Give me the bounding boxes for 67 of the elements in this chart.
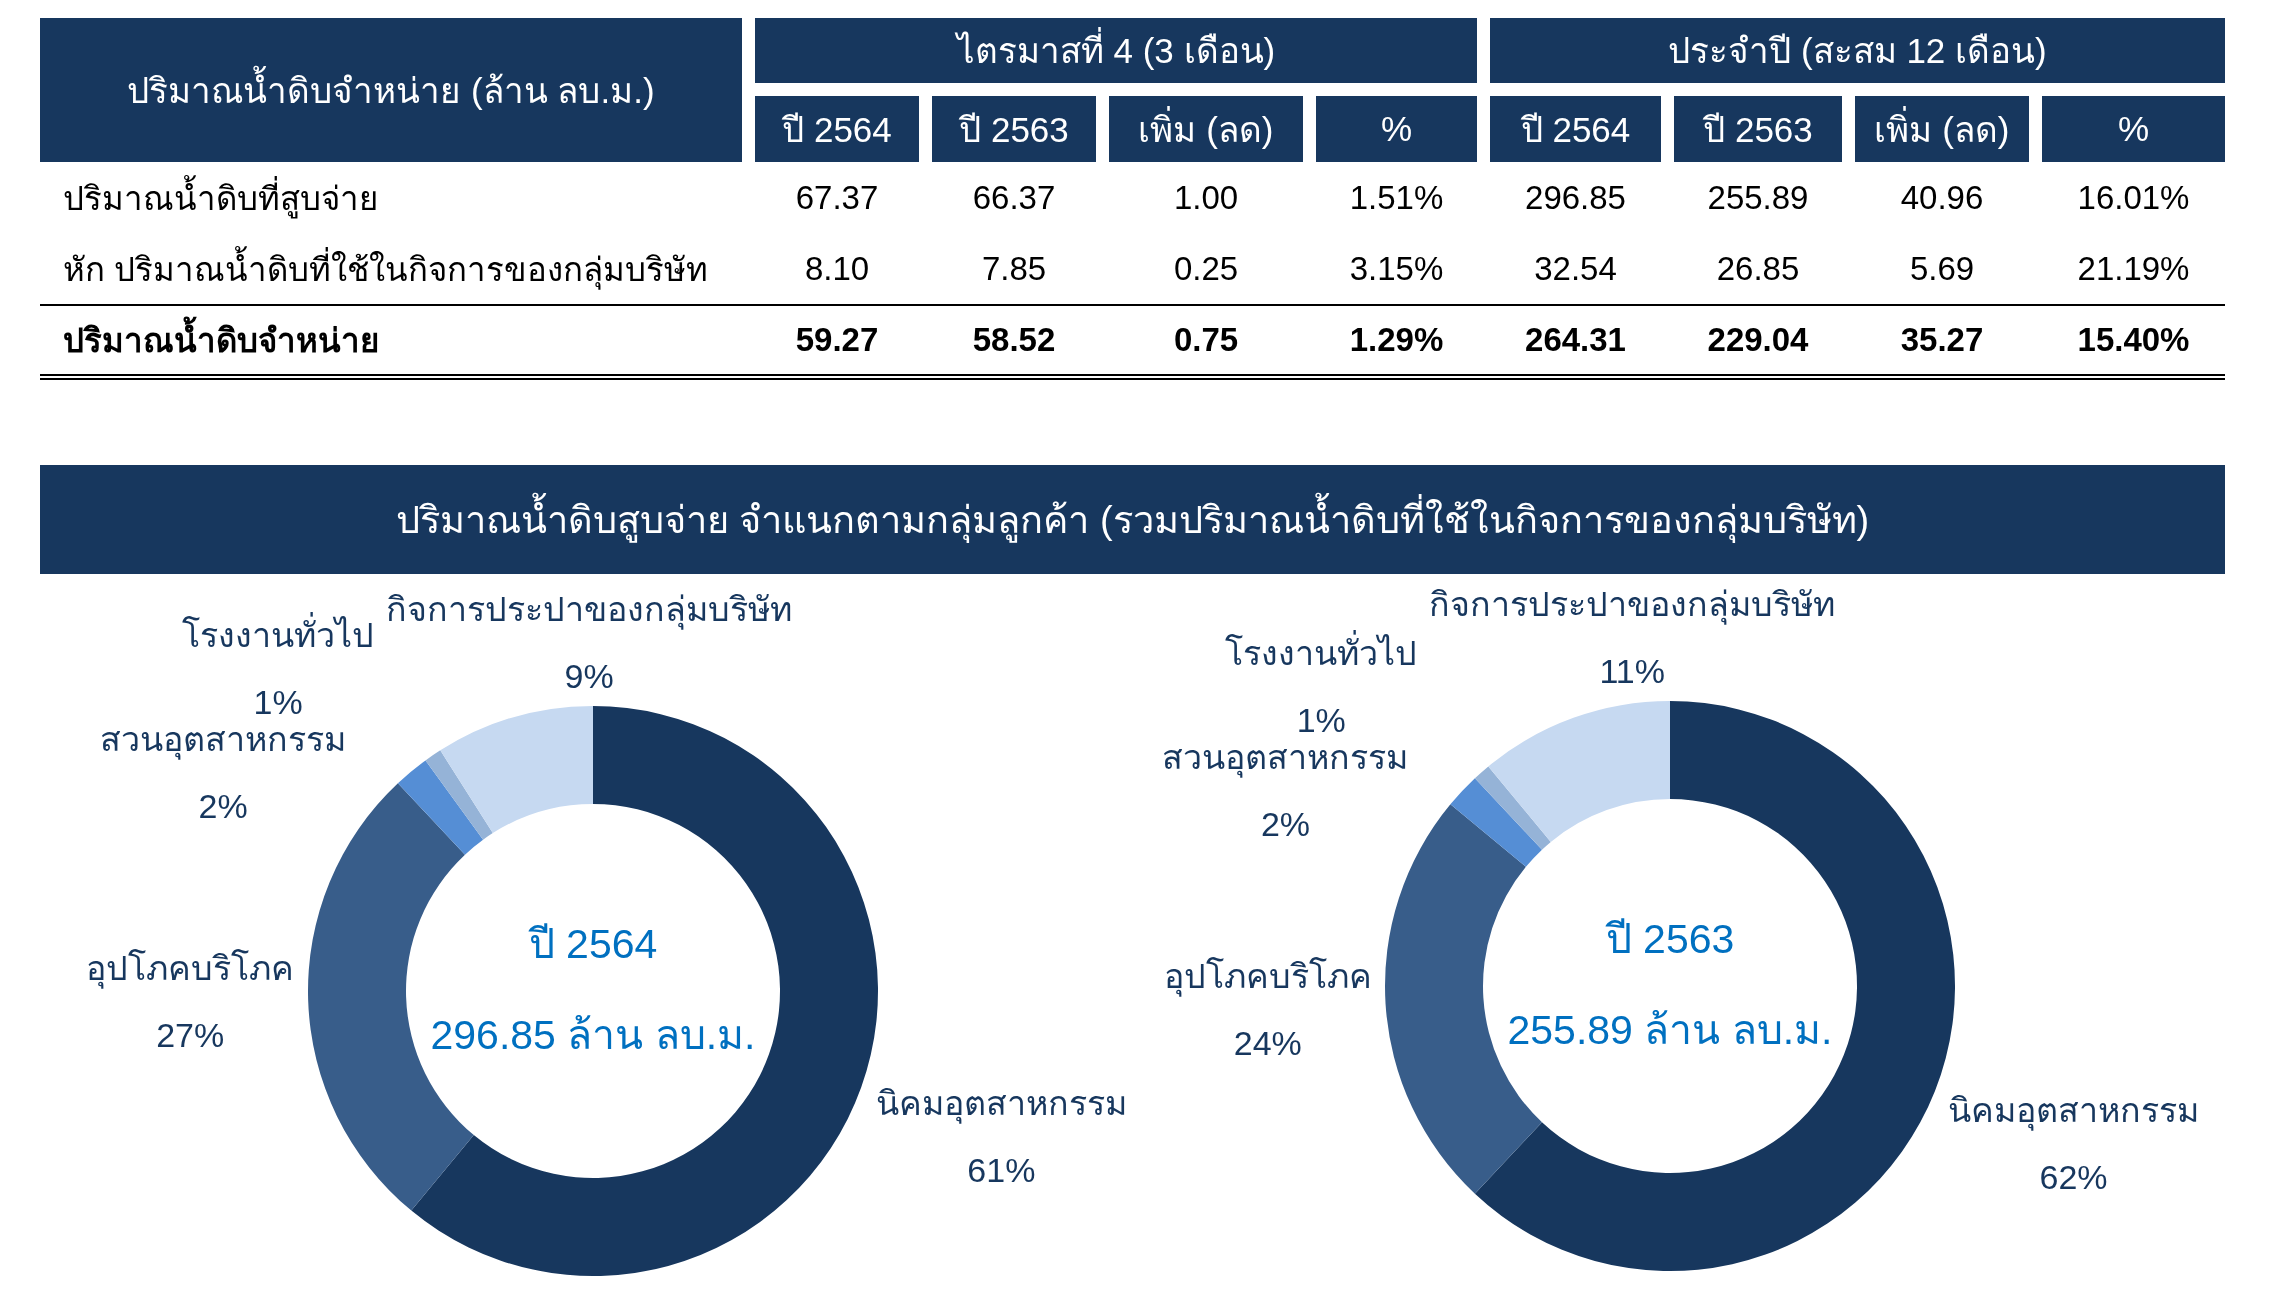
text: 7.85 bbox=[981, 250, 1047, 287]
text: 5.69 bbox=[1909, 250, 1975, 287]
text: 8.10 bbox=[804, 250, 870, 287]
text: 264.31 bbox=[1525, 321, 1626, 358]
slice-label: สวนอุตสาหกรรม bbox=[100, 719, 347, 760]
donut-slice bbox=[440, 706, 593, 834]
donut-slice bbox=[397, 760, 484, 855]
slice-label: นิคมอุตสาหกรรม bbox=[875, 1083, 1127, 1124]
text: 58.52 bbox=[972, 321, 1056, 358]
text: 40.96 bbox=[1900, 179, 1984, 216]
text: 59.27 bbox=[795, 321, 879, 358]
text: ปริมาณน้ำดิบจำหน่าย (ล้าน ลบ.ม.) bbox=[40, 18, 742, 162]
text: ปี 2564 bbox=[527, 920, 658, 967]
donut-slice bbox=[1488, 701, 1670, 842]
text: ปี 2563 bbox=[1604, 915, 1735, 962]
text: 0.25 bbox=[1173, 250, 1239, 287]
text: 16.01% bbox=[2077, 179, 2190, 216]
category-label: % bbox=[2042, 96, 2225, 162]
data-label: 9% bbox=[564, 656, 614, 695]
text: 35.27 bbox=[1900, 321, 1984, 358]
slice-label: อุปโภคบริโภค bbox=[86, 949, 295, 990]
donut-slice bbox=[425, 750, 493, 840]
category-label: เพิ่ม (ลด) bbox=[1855, 96, 2029, 162]
text: 66.37 bbox=[972, 179, 1056, 216]
data-label: 2% bbox=[198, 786, 248, 825]
text: 255.89 ล้าน ลบ.ม. bbox=[1507, 1006, 1833, 1053]
data-label: 62% bbox=[2039, 1158, 2108, 1197]
donut-slice bbox=[1450, 778, 1542, 867]
slice-label: โรงงานทั่วไป bbox=[1225, 630, 1418, 673]
slice-label: นิคมอุตสาหกรรม bbox=[1948, 1091, 2200, 1132]
data-label: 2% bbox=[1260, 805, 1311, 844]
slice-label: สวนอุตสาหกรรม bbox=[1162, 738, 1409, 779]
slice-label: กิจการประปาของกลุ่มบริษัท bbox=[1429, 585, 1836, 626]
text: 67.37 bbox=[795, 179, 879, 216]
category-label: ปี 2563 bbox=[1674, 96, 1842, 162]
text: ไตรมาสที่ 4 (3 เดือน) bbox=[755, 18, 1477, 83]
text: 1.00 bbox=[1173, 179, 1239, 216]
slice-label: กิจการประปาของกลุ่มบริษัท bbox=[386, 589, 793, 630]
text: ประจำปี (สะสม 12 เดือน) bbox=[1490, 18, 2225, 83]
text: 296.85 bbox=[1525, 179, 1626, 216]
text: 1.29% bbox=[1349, 321, 1444, 358]
text: 1.51% bbox=[1349, 179, 1444, 216]
text: 32.54 bbox=[1534, 250, 1617, 287]
data-label: 1% bbox=[1296, 701, 1346, 740]
category-label: เพิ่ม (ลด) bbox=[1109, 96, 1303, 162]
category-label: ปี 2564 bbox=[755, 96, 919, 162]
text: 3.15% bbox=[1349, 250, 1444, 287]
category-label: ปี 2564 bbox=[1490, 96, 1661, 162]
data-label: 24% bbox=[1233, 1023, 1302, 1062]
text: 296.85 ล้าน ลบ.ม. bbox=[430, 1011, 756, 1058]
slice-label: โรงงานทั่วไป bbox=[182, 611, 375, 654]
text: ปริมาณน้ำดิบสูบจ่าย จำแนกตามกลุ่มลูกค้า (รวมปริมาณน้ำดิบที่ใช้ในกิจการของกลุ่มบริษัท) bbox=[40, 465, 2225, 574]
text: 21.19% bbox=[2077, 250, 2190, 287]
data-label: 1% bbox=[253, 682, 303, 721]
category-label: % bbox=[1316, 96, 1477, 162]
donut-slice bbox=[411, 706, 878, 1276]
text: 15.40% bbox=[2077, 321, 2190, 358]
text: 255.89 bbox=[1707, 179, 1809, 216]
category-label: ปี 2563 bbox=[932, 96, 1096, 162]
text: 26.85 bbox=[1716, 250, 1800, 287]
text: 0.75 bbox=[1173, 321, 1239, 358]
text: 229.04 bbox=[1707, 321, 1809, 358]
donut-slice bbox=[1474, 766, 1551, 850]
slice-label: อุปโภคบริโภค bbox=[1163, 956, 1372, 997]
data-label: 27% bbox=[156, 1016, 225, 1055]
data-label: 61% bbox=[967, 1150, 1036, 1189]
data-label: 11% bbox=[1599, 652, 1665, 691]
